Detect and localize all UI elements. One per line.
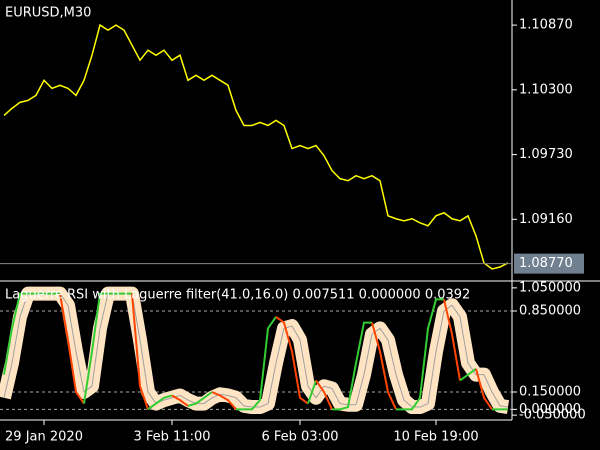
y-tick-label: 0.850000 xyxy=(519,304,581,319)
rsi-line xyxy=(59,293,85,405)
y-tick-label: 0.150000 xyxy=(519,384,581,399)
rsi-line xyxy=(131,293,149,410)
rsi-line xyxy=(332,321,372,411)
y-tick-label: 1.09730 xyxy=(519,147,573,162)
x-tick-label: 3 Feb 11:00 xyxy=(133,430,210,445)
y-tick-label: 1.10300 xyxy=(519,82,573,97)
chart-title: EURUSD,M30 xyxy=(5,6,91,21)
rsi-line xyxy=(396,298,444,411)
rsi-line xyxy=(187,391,213,407)
x-tick-label: 6 Feb 03:00 xyxy=(261,430,338,445)
x-tick-label: 10 Feb 19:00 xyxy=(393,430,478,445)
rsi-line xyxy=(315,379,333,410)
y-tick-label: 1.10870 xyxy=(519,18,573,33)
rsi-line xyxy=(459,368,477,382)
rsi-line xyxy=(307,380,317,404)
y-tick-label: 1.09160 xyxy=(519,212,573,227)
price-line xyxy=(3,23,509,270)
rsi-line xyxy=(475,368,493,410)
rsi-line xyxy=(83,292,132,404)
rsi-line xyxy=(443,299,461,381)
current-price-box xyxy=(514,253,584,274)
rsi-line xyxy=(371,322,397,410)
current-price-label: 1.08770 xyxy=(519,256,573,271)
y-tick-label: 1.050000 xyxy=(519,280,581,295)
rsi-line xyxy=(171,394,189,407)
indicator-title: Laguerre RSI with Laguerre filter(41.0,1… xyxy=(5,288,470,303)
rsi-line xyxy=(211,391,237,411)
rsi-line xyxy=(3,292,60,375)
rsi-line xyxy=(236,316,277,411)
filter-line xyxy=(3,293,509,408)
x-tick-label: 29 Jan 2020 xyxy=(5,430,83,445)
y-tick-label: 0.000000 xyxy=(519,402,581,417)
y-tick-label: -0.050000 xyxy=(519,408,586,423)
rsi-line xyxy=(147,394,173,411)
rsi-line xyxy=(275,315,309,405)
